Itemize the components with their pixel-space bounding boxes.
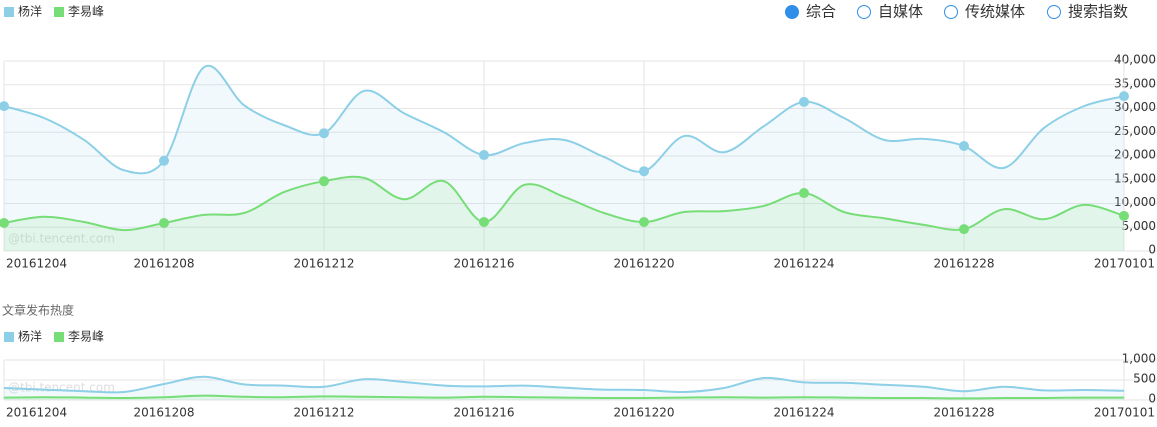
radio[interactable] [1047, 5, 1061, 19]
legend-swatch [4, 332, 14, 342]
x-tick-label: 20161208 [133, 406, 194, 420]
x-tick-label: 20170101 [1094, 406, 1155, 420]
legend-swatch [54, 332, 64, 342]
data-point [1119, 91, 1129, 102]
data-point [959, 141, 969, 152]
data-point [159, 155, 169, 166]
y-tick-label: 40,000 [1114, 53, 1156, 67]
button-label[interactable]: 传统媒体 [965, 3, 1025, 21]
y-tick-label: 1,000 [1122, 352, 1156, 366]
data-point [0, 101, 9, 112]
x-tick-label: 20161224 [773, 257, 834, 271]
x-tick-label: 20161208 [133, 257, 194, 271]
legend-swatch [4, 7, 14, 17]
legend-label: 李易峰 [68, 329, 104, 344]
button-label[interactable]: 自媒体 [878, 3, 923, 21]
button-label[interactable]: 搜索指数 [1068, 3, 1128, 21]
x-tick-label: 20161228 [933, 406, 994, 420]
x-tick-label: 20161212 [293, 406, 354, 420]
data-point [159, 217, 169, 228]
x-tick-label: 20161228 [933, 257, 994, 271]
y-tick-label: 35,000 [1114, 76, 1156, 90]
x-tick-label: 20161216 [453, 257, 514, 271]
x-tick-label: 20161212 [293, 257, 354, 271]
button-label[interactable]: 综合 [806, 3, 836, 21]
legend-label: 杨洋 [18, 4, 42, 19]
data-point [639, 217, 649, 228]
data-point [639, 166, 649, 177]
data-point [479, 217, 489, 228]
chart-title: 文章发布热度 [2, 303, 74, 318]
data-point [0, 217, 9, 228]
data-point [959, 224, 969, 235]
data-point [799, 188, 809, 199]
line [3, 64, 1125, 175]
x-tick-label: 20161224 [773, 406, 834, 420]
y-tick-label: 0 [1148, 392, 1156, 406]
data-point [479, 150, 489, 161]
area [4, 65, 1124, 251]
line [3, 394, 1125, 400]
area [4, 176, 1124, 251]
data-point [799, 96, 809, 107]
data-point [319, 128, 329, 139]
x-tick-label: 20161204 [6, 406, 67, 420]
watermark: @tbi.tencent.com [8, 232, 115, 246]
radio[interactable] [857, 5, 871, 19]
view-buttons: 综合 自媒体 传统媒体 搜索指数 [785, 3, 1128, 21]
legend-swatch [54, 7, 64, 17]
x-tick-label: 20161220 [613, 406, 674, 420]
x-tick-label: 20161204 [6, 257, 67, 271]
data-point [1119, 210, 1129, 221]
legend-label: 李易峰 [68, 4, 104, 19]
x-tick-label: 20161220 [613, 257, 674, 271]
y-tick-label: 500 [1133, 372, 1156, 386]
line [3, 375, 1125, 394]
y-tick-label: 0 [1148, 243, 1156, 257]
line [3, 175, 1125, 232]
legend-label: 杨洋 [18, 329, 42, 344]
radio[interactable] [944, 5, 958, 19]
x-tick-label: 20170101 [1094, 257, 1155, 271]
x-tick-label: 20161216 [453, 406, 514, 420]
data-point [319, 176, 329, 187]
radio-selected[interactable] [785, 5, 799, 19]
y-tick-label: 5,000 [1122, 219, 1156, 233]
